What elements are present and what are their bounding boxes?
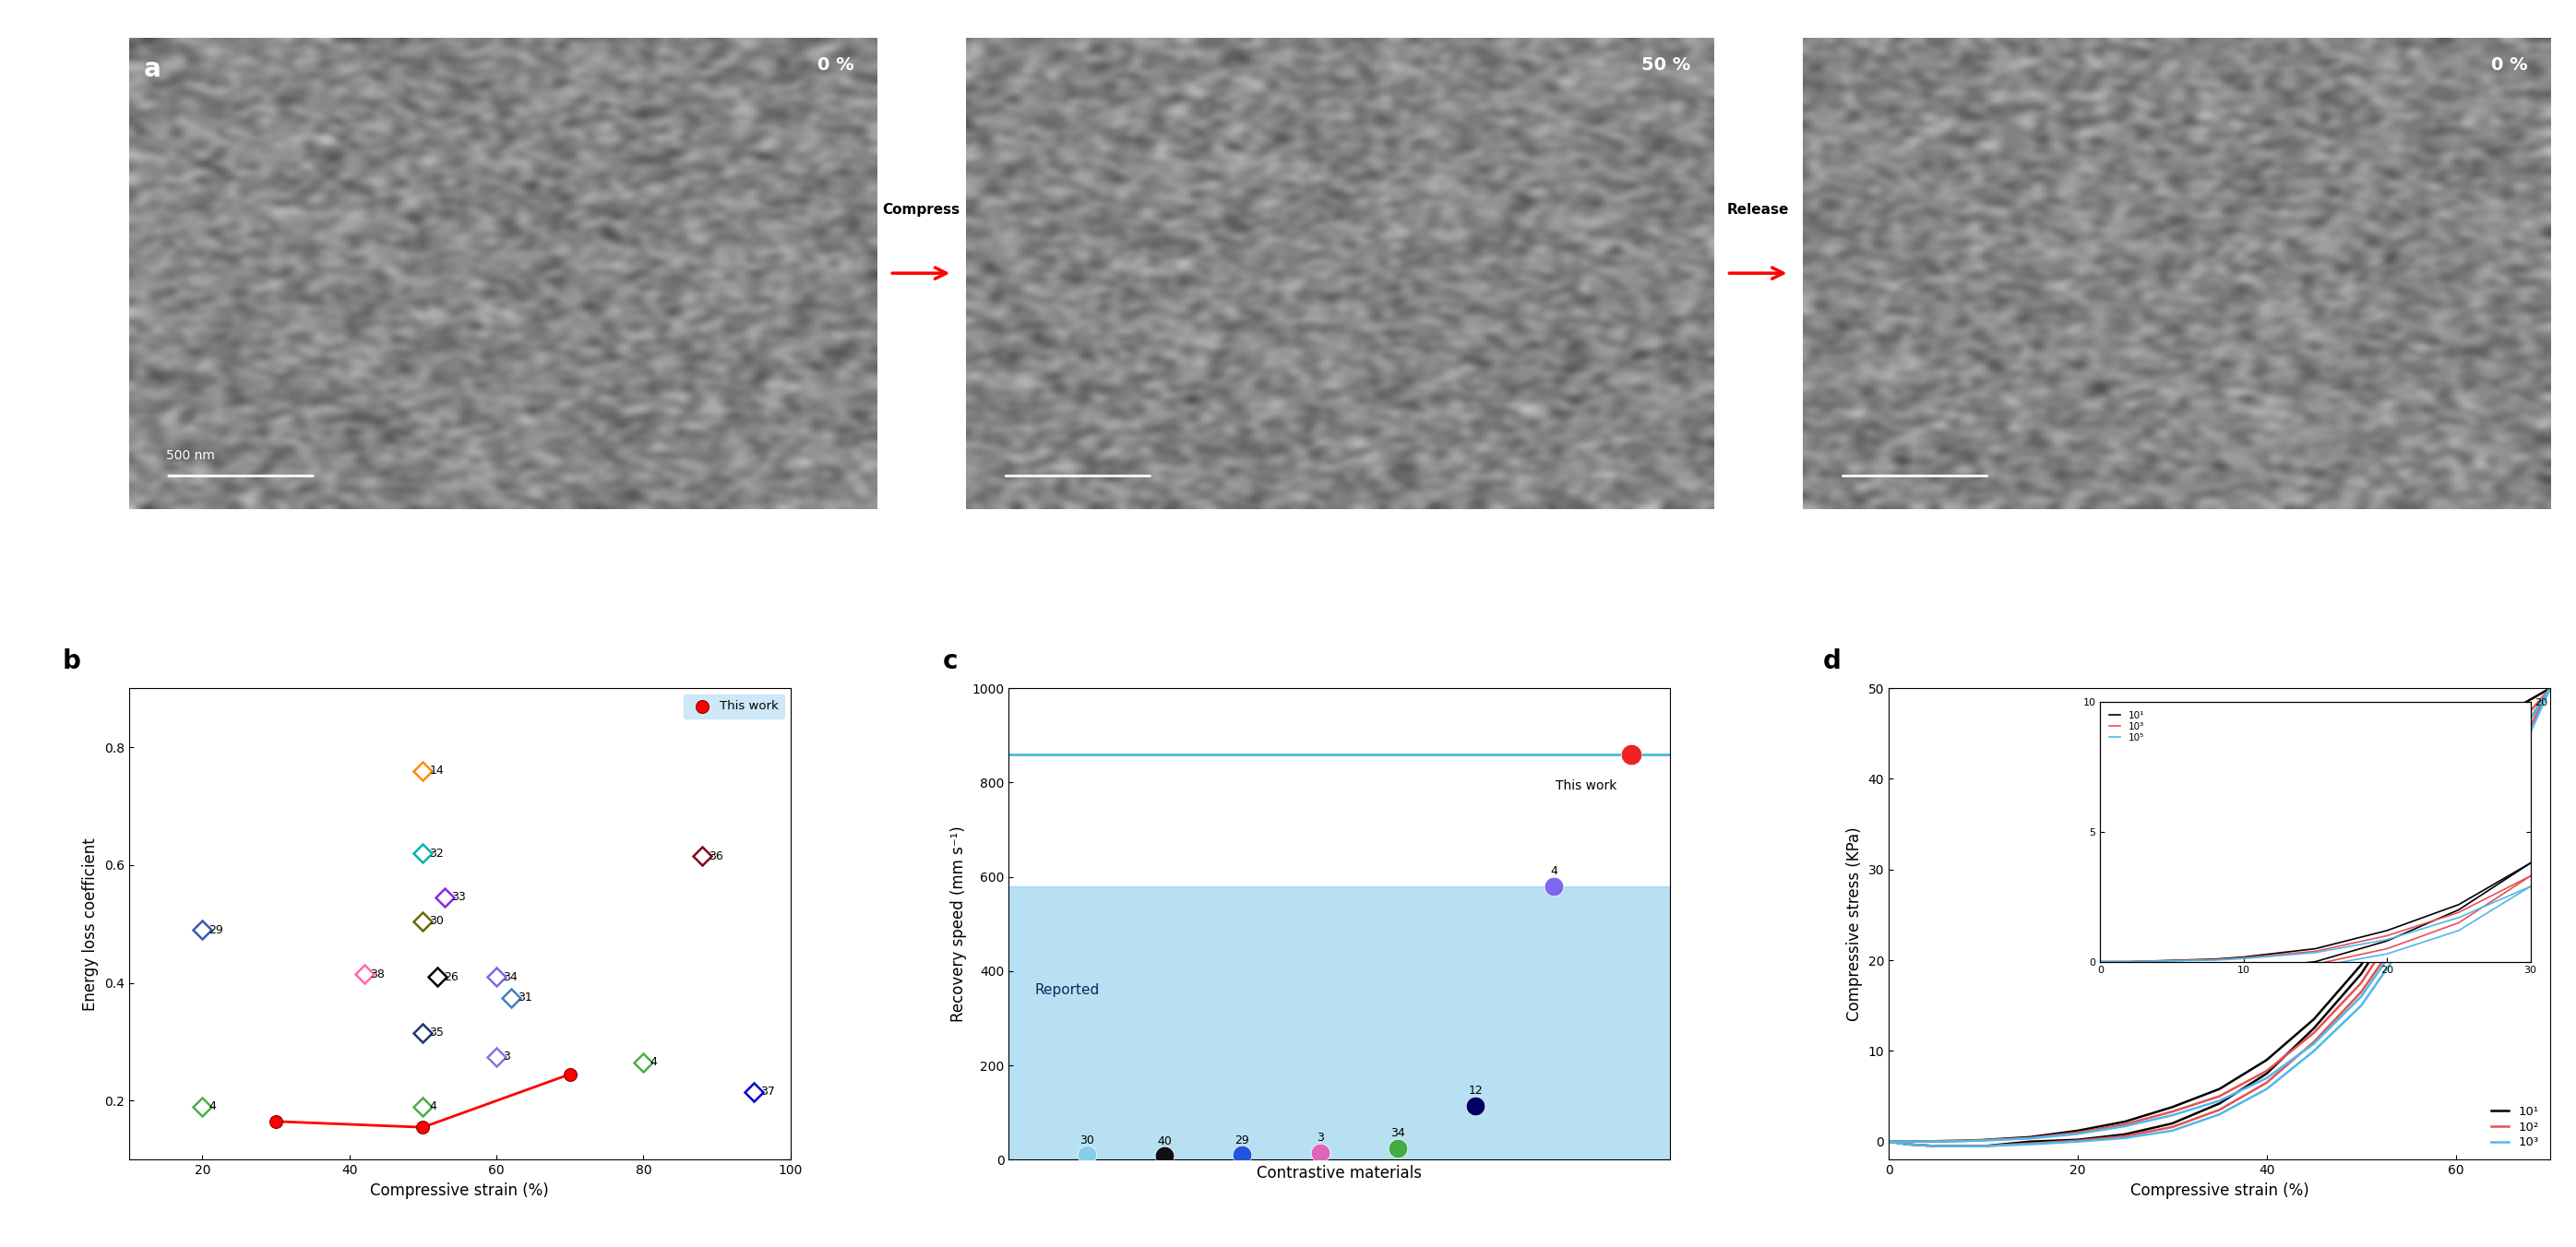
Text: 29: 29 bbox=[1234, 1134, 1249, 1146]
Legend: 10¹, 10², 10³: 10¹, 10², 10³ bbox=[2486, 1101, 2545, 1153]
Bar bbox=[1010, 887, 1669, 1160]
Text: 4: 4 bbox=[1551, 865, 1558, 877]
Point bbox=[1533, 877, 1574, 897]
Text: b: b bbox=[62, 648, 80, 675]
Text: 30: 30 bbox=[430, 915, 443, 927]
Point bbox=[1066, 1145, 1108, 1165]
Point bbox=[1298, 1142, 1340, 1162]
Text: 34: 34 bbox=[502, 971, 518, 983]
Text: 40: 40 bbox=[1157, 1135, 1172, 1147]
Text: 14: 14 bbox=[430, 764, 443, 777]
Y-axis label: Energy loss coefficient: Energy loss coefficient bbox=[82, 837, 98, 1010]
Text: 30: 30 bbox=[1079, 1134, 1095, 1146]
Text: d: d bbox=[1821, 648, 1842, 675]
Text: 4: 4 bbox=[649, 1056, 657, 1069]
X-axis label: Compressive strain (%): Compressive strain (%) bbox=[2130, 1182, 2308, 1198]
Point bbox=[1455, 1096, 1497, 1116]
Text: 36: 36 bbox=[708, 850, 724, 862]
Text: c: c bbox=[943, 648, 958, 675]
Text: 35: 35 bbox=[430, 1028, 443, 1039]
Point bbox=[1378, 1139, 1419, 1158]
Y-axis label: Compressive stress (KPa): Compressive stress (KPa) bbox=[1847, 827, 1862, 1021]
Text: 29: 29 bbox=[209, 924, 224, 935]
Text: 26: 26 bbox=[443, 971, 459, 983]
Text: 33: 33 bbox=[451, 892, 466, 903]
Point bbox=[549, 1064, 590, 1084]
Legend: This work: This work bbox=[685, 695, 783, 718]
X-axis label: Compressive strain (%): Compressive strain (%) bbox=[371, 1182, 549, 1198]
Text: 50 %: 50 % bbox=[1641, 56, 1690, 74]
Text: 34: 34 bbox=[1391, 1127, 1404, 1139]
Text: a: a bbox=[144, 56, 162, 82]
Text: 32: 32 bbox=[430, 847, 443, 859]
Text: 37: 37 bbox=[760, 1086, 775, 1097]
Y-axis label: Recovery speed (mm s⁻¹): Recovery speed (mm s⁻¹) bbox=[951, 826, 966, 1023]
Text: 3: 3 bbox=[1316, 1132, 1324, 1143]
Point bbox=[1144, 1146, 1185, 1166]
Text: Compress: Compress bbox=[881, 203, 961, 217]
Text: 500 nm: 500 nm bbox=[167, 449, 214, 461]
Text: 4: 4 bbox=[209, 1101, 216, 1112]
Text: Reported: Reported bbox=[1036, 984, 1100, 998]
Text: 31: 31 bbox=[518, 991, 533, 1004]
Point bbox=[402, 1117, 443, 1137]
Text: 38: 38 bbox=[371, 968, 384, 980]
Point bbox=[255, 1111, 296, 1131]
Text: 4: 4 bbox=[430, 1101, 435, 1112]
Text: 12: 12 bbox=[1468, 1085, 1484, 1096]
Text: 3: 3 bbox=[502, 1050, 510, 1062]
X-axis label: Contrastive materials: Contrastive materials bbox=[1257, 1165, 1422, 1181]
Point bbox=[1221, 1145, 1262, 1165]
Text: This work: This work bbox=[1556, 779, 1618, 793]
Text: Release: Release bbox=[1726, 203, 1790, 217]
Point bbox=[1610, 744, 1651, 764]
Text: 0 %: 0 % bbox=[817, 56, 853, 74]
Text: 0 %: 0 % bbox=[2491, 56, 2527, 74]
